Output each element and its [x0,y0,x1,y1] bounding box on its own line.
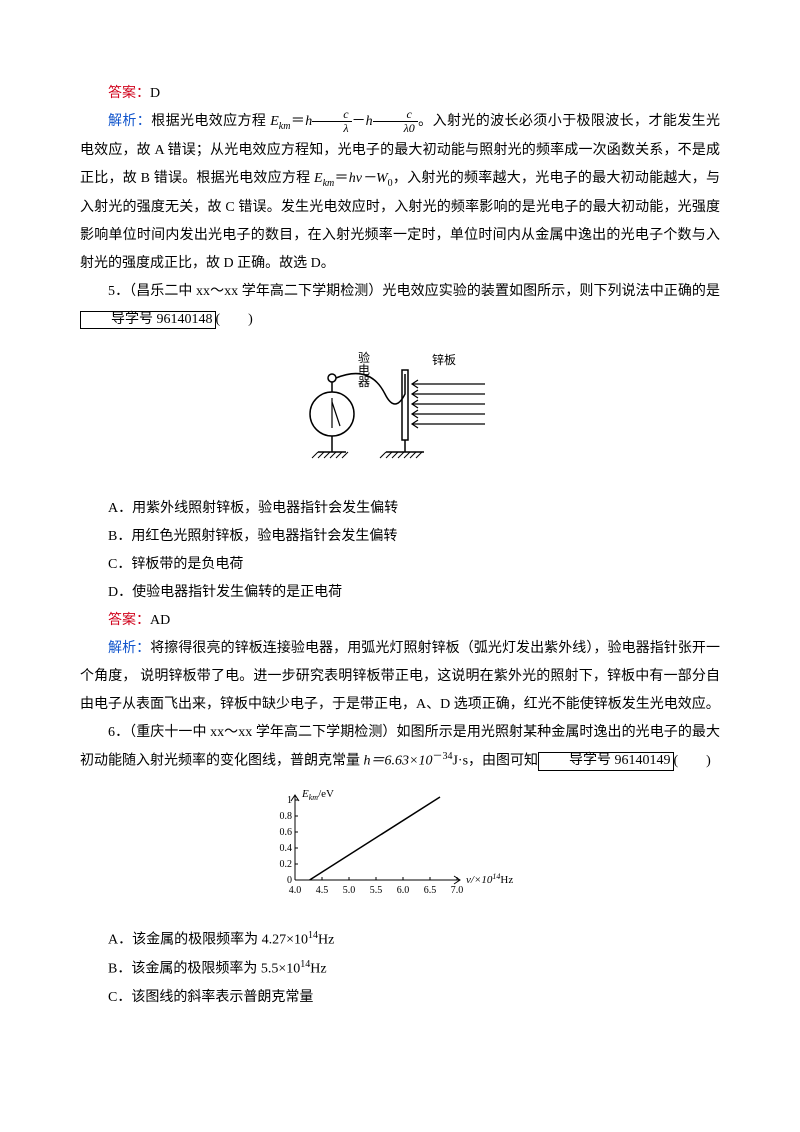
q6-optA: A．该金属的极限频率为 4.27×1014Hz [80,926,720,955]
q5-optD: D．使验电器指针发生偏转的是正电荷 [80,579,720,607]
svg-text:6.0: 6.0 [397,885,410,896]
var-h2: h [366,114,373,129]
paren: ( ) [216,312,253,327]
electroscope-diagram: 验电器 锌板 [290,344,510,474]
fraction-2: cλ0 [373,108,418,135]
analysis-label: 解析： [108,641,150,656]
svg-text:5.0: 5.0 [343,885,356,896]
q6-optB: B．该金属的极限频率为 5.5×1014Hz [80,955,720,984]
q4-answer: 答案：D [80,80,720,108]
answer-label: 答案： [108,613,150,628]
q5-optA: A．用紫外线照射锌板，验电器指针会发生偏转 [80,495,720,523]
stem-text: 5．（昌乐二中 xx～xx 学年高二下学期检测）光电效应实验的装置如图所示，则下… [108,284,720,299]
chart-line [310,797,440,880]
analysis-label: 解析： [108,114,151,129]
q4-analysis: 解析：根据光电效应方程 Ekm＝hcλ－hcλ0。入射光的波长必须小于极限波长，… [80,108,720,278]
h-exp: －34 [432,751,452,762]
label-left: 验电器 [358,350,370,389]
h-unit: J·s [452,753,468,768]
h-eq: h＝6.63×10 [364,753,433,768]
answer-value: D [150,86,160,101]
svg-text:4.5: 4.5 [316,885,329,896]
analysis-text: 将擦得很亮的锌板连接验电器，用弧光灯照射锌板（弧光灯发出紫外线），验电器指针张开… [80,641,720,712]
answer-value: AD [150,613,170,628]
minus: － [352,114,366,129]
q5-analysis: 解析：将擦得很亮的锌板连接验电器，用弧光灯照射锌板（弧光灯发出紫外线），验电器指… [80,635,720,719]
page-content: 答案：D 解析：根据光电效应方程 Ekm＝hcλ－hcλ0。入射光的波长必须小于… [0,0,800,1072]
fraction-1: cλ [312,108,351,135]
label-right: 锌板 [432,353,456,367]
study-number-box: 导学号 96140149 [538,752,674,771]
q6-optC: C．该图线的斜率表示普朗克常量 [80,984,720,1012]
electroscope-pointer [332,402,340,426]
svg-text:0.8: 0.8 [280,811,293,822]
stem2: ，由图可知 [468,753,538,768]
q6-chart: 0 0.2 0.4 0.6 0.8 1 4.0 4.5 5.0 5.5 6.0 … [80,785,720,916]
study-number-box: 导学号 96140148 [80,311,216,330]
q5-figure: 验电器 锌板 [80,344,720,485]
eq: ＝ [290,114,305,129]
q6-stem: 6．（重庆十一中 xx～xx 学年高二下学期检测）如图所示是用光照射某种金属时逸… [80,719,720,776]
sub-km2: km [323,178,335,189]
light-rays [412,380,485,428]
svg-text:0.4: 0.4 [280,843,293,854]
svg-text:4.0: 4.0 [289,885,302,896]
var-E: E [270,114,279,129]
text: 根据光电效应方程 [151,114,270,129]
svg-text:5.5: 5.5 [370,885,383,896]
q5-answer: 答案：AD [80,607,720,635]
electroscope-knob [328,374,336,382]
ek-vs-nu-chart: 0 0.2 0.4 0.6 0.8 1 4.0 4.5 5.0 5.5 6.0 … [250,785,550,905]
q5-stem: 5．（昌乐二中 xx～xx 学年高二下学期检测）光电效应实验的装置如图所示，则下… [80,278,720,334]
paren: ( ) [674,753,711,768]
svg-text:0.6: 0.6 [280,827,293,838]
svg-text:6.5: 6.5 [424,885,437,896]
sub-km: km [279,121,291,132]
q5-optB: B．用红色光照射锌板，验电器指针会发生偏转 [80,523,720,551]
eq2: ＝ [334,171,348,186]
var-h: h [305,114,312,129]
svg-text:0.2: 0.2 [280,859,293,870]
answer-label: 答案： [108,86,150,101]
svg-text:1: 1 [287,795,292,806]
svg-text:7.0: 7.0 [451,885,464,896]
q5-optC: C．锌板带的是负电荷 [80,551,720,579]
connecting-wire [336,373,405,403]
var-E2: E [314,171,323,186]
rhs: hν－W [349,171,388,186]
ylabel: Ekm/eV [301,788,334,802]
xlabel: ν/×1014Hz [466,872,513,886]
